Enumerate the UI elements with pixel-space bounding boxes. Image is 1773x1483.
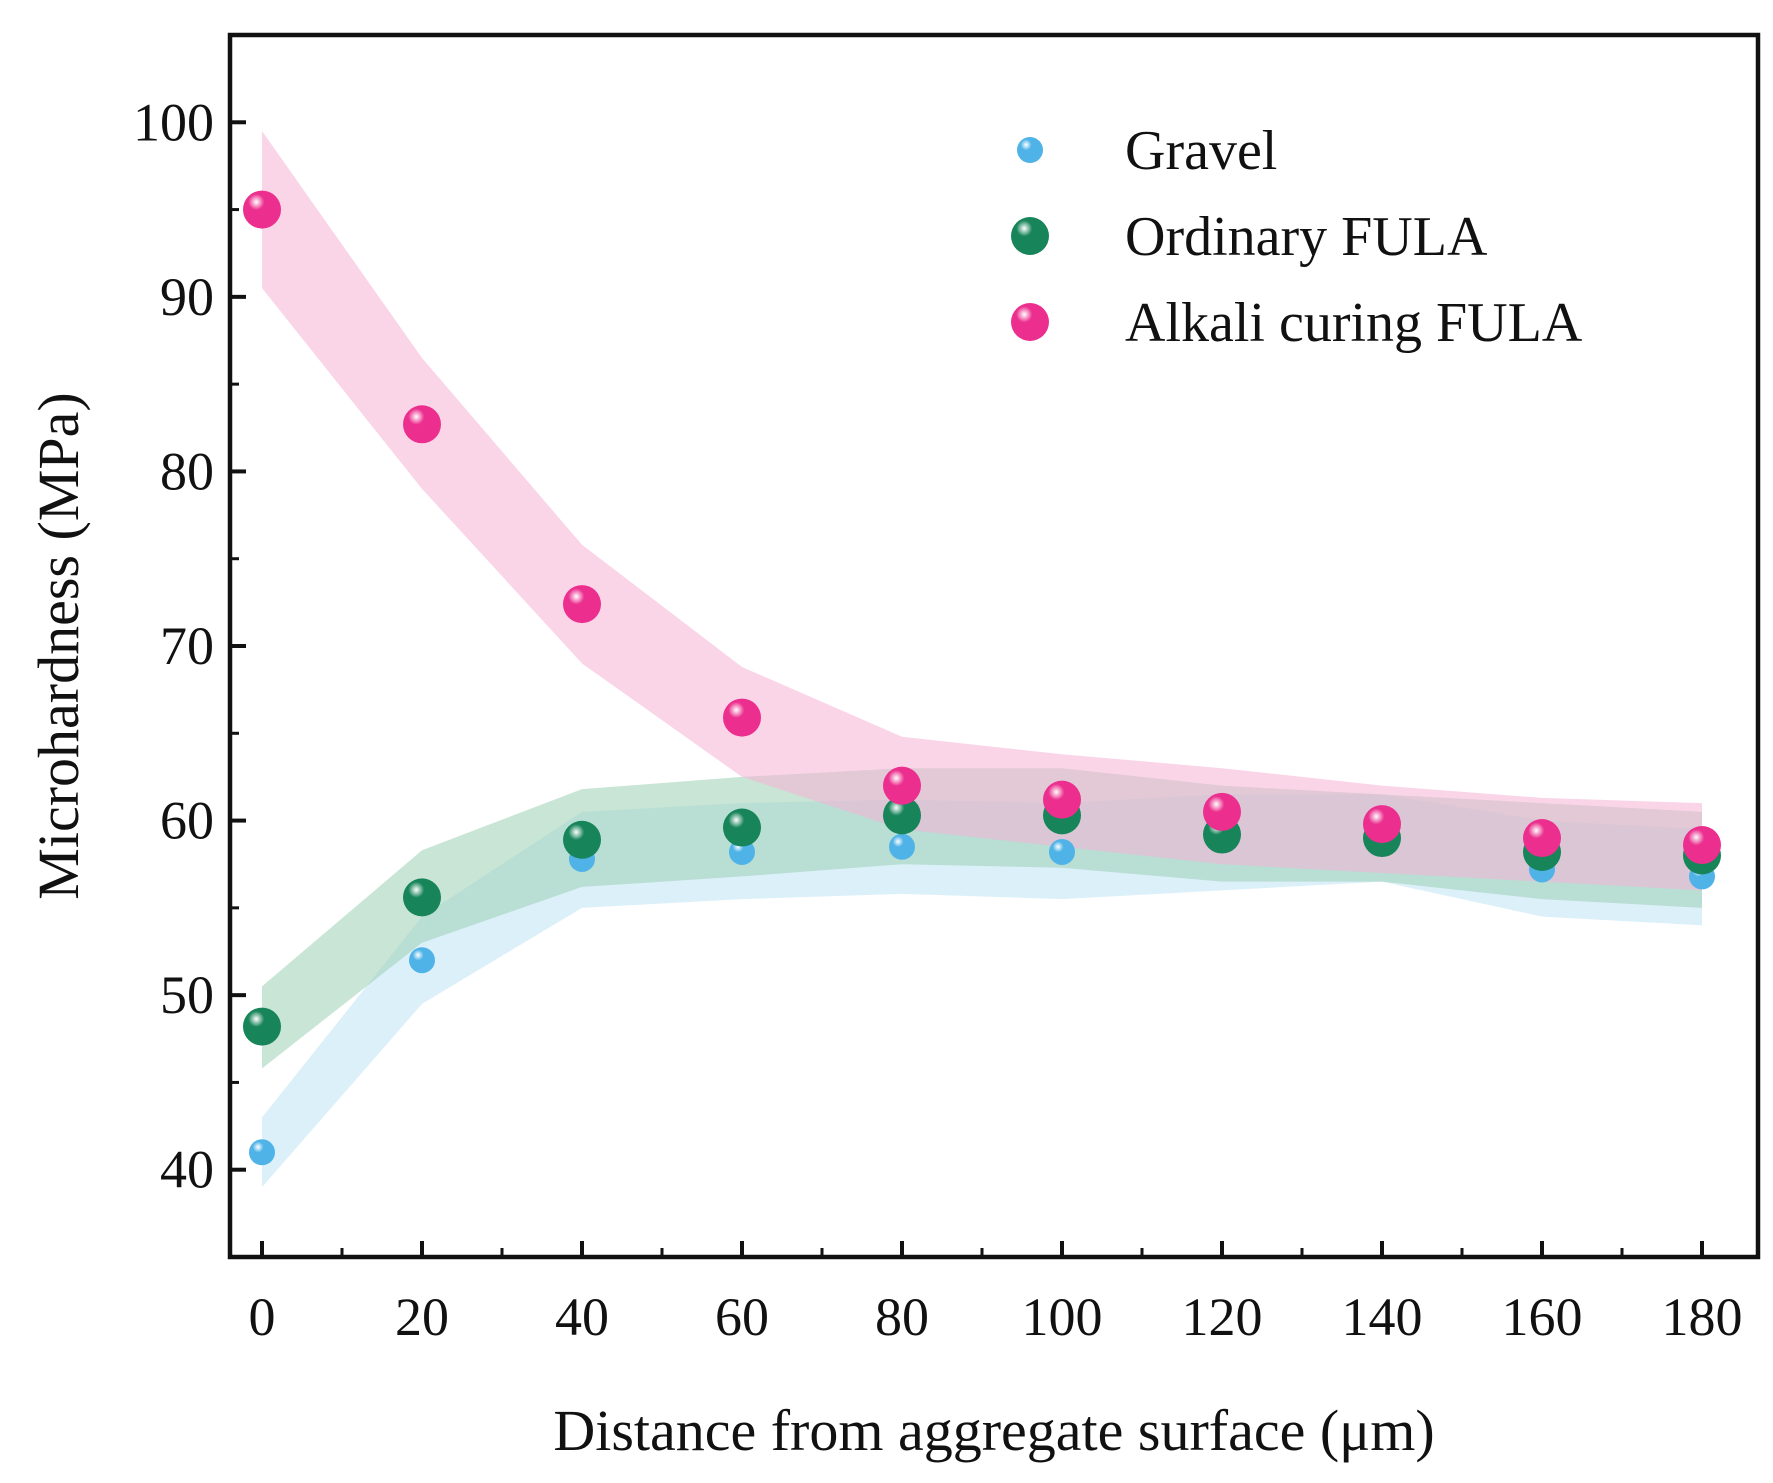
band-gravel [262, 794, 1702, 1188]
y-tick-label: 80 [160, 441, 214, 501]
data-points [243, 190, 1721, 1166]
legend-label-alkali-curing-fula: Alkali curing FULA [1125, 292, 1583, 354]
legend-marker-ordinary-fula [1011, 217, 1049, 255]
y-tick-label: 50 [160, 965, 214, 1025]
point-alkali-curing-fula-0 [243, 190, 281, 229]
point-alkali-curing-fula-160 [1523, 819, 1561, 858]
x-tick-label: 20 [395, 1287, 449, 1347]
point-alkali-curing-fula-180 [1683, 826, 1721, 865]
plot-frame [227, 32, 1761, 1260]
point-ordinary-fula-40 [563, 820, 601, 859]
legend-label-gravel: Gravel [1125, 120, 1277, 182]
y-axis-title: Microhardness (MPa) [26, 392, 91, 899]
legend: Gravel Ordinary FULA Alkali curing FULA [1011, 120, 1583, 354]
y-tick-label: 100 [133, 92, 214, 152]
point-alkali-curing-fula-20 [403, 405, 441, 444]
point-ordinary-fula-80 [883, 796, 921, 835]
x-tick-label: 0 [249, 1287, 276, 1347]
x-axis-title: Distance from aggregate surface (μm) [553, 1398, 1434, 1463]
y-tick-label: 40 [160, 1140, 214, 1200]
point-alkali-curing-fula-40 [563, 585, 601, 624]
point-alkali-curing-fula-140 [1363, 805, 1401, 844]
point-alkali-curing-fula-60 [723, 698, 761, 737]
point-gravel-0 [249, 1139, 275, 1166]
point-alkali-curing-fula-120 [1203, 792, 1241, 831]
x-tick-label: 160 [1502, 1287, 1583, 1347]
point-gravel-100 [1049, 838, 1075, 865]
legend-label-ordinary-fula: Ordinary FULA [1125, 206, 1488, 268]
point-gravel-60 [729, 838, 755, 865]
x-tick-label: 60 [715, 1287, 769, 1347]
legend-marker-alkali-curing-fula [1011, 303, 1049, 341]
confidence-bands [262, 131, 1702, 1188]
x-tick-label: 40 [555, 1287, 609, 1347]
legend-marker-gravel [1017, 137, 1043, 163]
point-alkali-curing-fula-100 [1043, 780, 1081, 819]
x-tick-label: 80 [875, 1287, 929, 1347]
y-tick-label: 70 [160, 616, 214, 676]
band-alkali-curing-fula [262, 131, 1702, 891]
y-axis: 40 50 60 70 80 90 100 [133, 33, 246, 1259]
point-ordinary-fula-20 [403, 878, 441, 917]
point-gravel-80 [889, 833, 915, 860]
x-tick-label: 180 [1662, 1287, 1743, 1347]
x-tick-label: 120 [1182, 1287, 1263, 1347]
point-gravel-20 [409, 947, 435, 974]
y-tick-label: 60 [160, 791, 214, 851]
point-ordinary-fula-60 [723, 808, 761, 847]
x-tick-label: 140 [1342, 1287, 1423, 1347]
y-tick-label: 90 [160, 267, 214, 327]
point-ordinary-fula-0 [243, 1007, 281, 1046]
x-tick-label: 100 [1022, 1287, 1103, 1347]
point-alkali-curing-fula-80 [883, 766, 921, 805]
x-axis: 0 20 40 60 80 100 120 140 160 180 [249, 1241, 1743, 1347]
